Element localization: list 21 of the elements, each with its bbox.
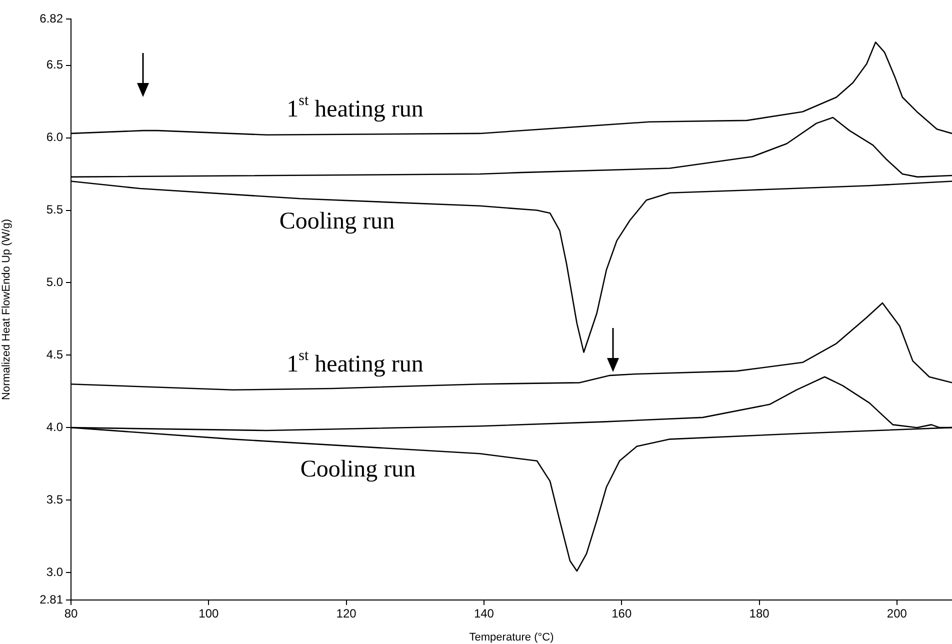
x-tick-label: 100 [198,606,219,621]
y-tick-label: 4.0 [46,420,64,434]
y-axis-title: Normalized Heat FlowEndo Up (W/g) [0,219,13,400]
y-tick-label: 6.0 [46,130,64,144]
y-tick-label: 3.5 [46,492,64,506]
x-tick-label: 180 [749,606,770,621]
y-tick-label: 3.0 [46,564,64,579]
x-axis-title: Temperature (°C) [469,631,554,644]
y-tick-label: 2.81 [40,592,64,606]
y-tick-label: 6.82 [40,11,64,26]
annotation: Cooling run [300,456,416,482]
y-tick-label: 5.5 [46,202,64,217]
x-tick-label: 200 [886,606,908,621]
x-tick-label: 80 [64,606,78,621]
x-tick-label: 160 [612,606,632,621]
annotation: Cooling run [279,208,395,234]
x-tick-label: 120 [336,606,357,621]
x-tick-label: 140 [474,606,494,621]
y-tick-label: 6.5 [46,58,64,72]
y-tick-label: 5.0 [46,275,64,290]
y-tick-label: 4.5 [46,347,64,362]
